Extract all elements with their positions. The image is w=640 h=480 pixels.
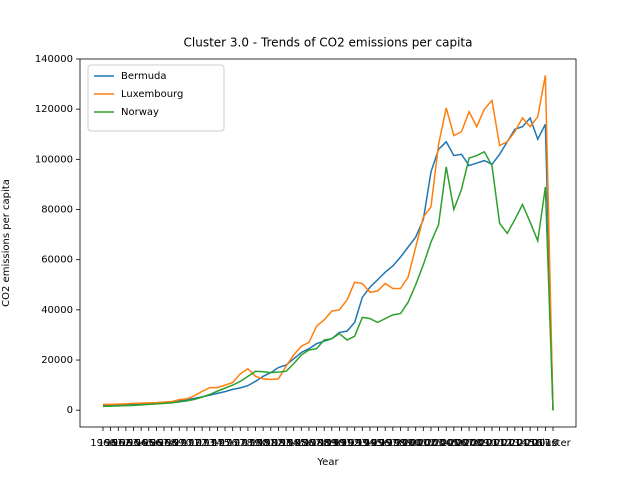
x-tick-label: 1992 — [334, 438, 359, 449]
plot-frame — [79, 58, 577, 428]
y-tick-label: 120000 — [35, 104, 73, 115]
x-tick-label: 1980 — [243, 438, 268, 449]
x-tick-label: 1973 — [189, 438, 214, 449]
x-tick-label: 1972 — [182, 438, 207, 449]
x-tick-label: 1982 — [258, 438, 283, 449]
x-tick-label: 2013 — [495, 438, 520, 449]
x-tick-label: 1993 — [342, 438, 367, 449]
x-tick-label: 1975 — [205, 438, 230, 449]
x-tick-label: 2018 — [533, 438, 558, 449]
x-tick-label: Cluster — [535, 438, 571, 449]
x-tick-label: 1962 — [106, 438, 131, 449]
x-tick-label: 1979 — [235, 438, 260, 449]
y-tick-label: 40000 — [41, 305, 73, 316]
x-tick-label: 1987 — [296, 438, 321, 449]
x-tick-label: 2017 — [525, 438, 550, 449]
y-axis-label: CO2 emissions per capita — [1, 179, 12, 307]
x-tick-label: 2003 — [418, 438, 443, 449]
x-tick-label: 2002 — [411, 438, 436, 449]
legend-label: Luxembourg — [121, 89, 183, 100]
x-tick-label: 1960 — [90, 438, 115, 449]
x-tick-label: 1999 — [388, 438, 413, 449]
x-tick-label: 1996 — [365, 438, 390, 449]
x-tick-label: 2005 — [433, 438, 458, 449]
x-tick-label: 1981 — [250, 438, 275, 449]
x-tick-label: 1976 — [212, 438, 237, 449]
x-tick-label: 1988 — [304, 438, 329, 449]
x-tick-label: 1967 — [144, 438, 169, 449]
x-tick-label: 1991 — [327, 438, 352, 449]
line-series — [103, 75, 554, 411]
x-tick-label: 2009 — [464, 438, 489, 449]
y-tick-label: 20000 — [41, 355, 73, 366]
x-tick-label: 1968 — [151, 438, 176, 449]
x-tick-label: 2007 — [449, 438, 474, 449]
y-tick-label: 0 — [67, 405, 73, 416]
y-tick-label: 60000 — [41, 255, 73, 266]
y-tick-label: 80000 — [41, 205, 73, 216]
x-tick-label: 1997 — [372, 438, 397, 449]
x-tick-label: 2006 — [441, 438, 466, 449]
x-tick-label: 2001 — [403, 438, 428, 449]
x-tick-label: 2015 — [510, 438, 535, 449]
x-tick-label: 2010 — [472, 438, 497, 449]
x-tick-label: 1995 — [357, 438, 382, 449]
x-tick-label: 1989 — [311, 438, 336, 449]
line-series — [102, 116, 554, 411]
x-tick-label: 1964 — [121, 438, 146, 449]
x-tick-label: 1998 — [380, 438, 405, 449]
x-tick-label: 1977 — [220, 438, 245, 449]
x-tick-label: 2014 — [502, 438, 527, 449]
x-tick-label: 1978 — [228, 438, 253, 449]
x-tick-label: 1969 — [159, 438, 184, 449]
x-tick-label: 1961 — [98, 438, 123, 449]
chart-title: Cluster 3.0 - Trends of CO2 emissions pe… — [184, 36, 473, 50]
x-tick-label: 2012 — [487, 438, 512, 449]
x-tick-label: 2008 — [456, 438, 481, 449]
x-tick-label: 1983 — [266, 438, 291, 449]
x-tick-label: 2004 — [426, 438, 451, 449]
x-tick-label: 1970 — [167, 438, 192, 449]
x-tick-label: 1986 — [289, 438, 314, 449]
y-tick-label: 140000 — [35, 54, 73, 65]
x-tick-label: 1994 — [350, 438, 375, 449]
x-tick-label: 1985 — [281, 438, 306, 449]
x-tick-label: 2016 — [517, 438, 542, 449]
y-tick-label: 100000 — [35, 154, 73, 165]
x-tick-label: 1965 — [128, 438, 153, 449]
legend-box — [87, 64, 225, 132]
x-tick-label: 1966 — [136, 438, 161, 449]
x-axis-label: Year — [316, 457, 339, 468]
x-tick-label: 2000 — [395, 438, 420, 449]
x-tick-label: 1984 — [273, 438, 298, 449]
x-tick-label: 1990 — [319, 438, 344, 449]
legend-label: Norway — [121, 107, 159, 118]
line-series — [102, 150, 554, 411]
legend-label: Bermuda — [121, 71, 167, 82]
x-tick-label: 2011 — [479, 438, 504, 449]
x-tick-label: 1974 — [197, 438, 222, 449]
x-tick-label: 1963 — [113, 438, 138, 449]
x-tick-label: 1971 — [174, 438, 199, 449]
